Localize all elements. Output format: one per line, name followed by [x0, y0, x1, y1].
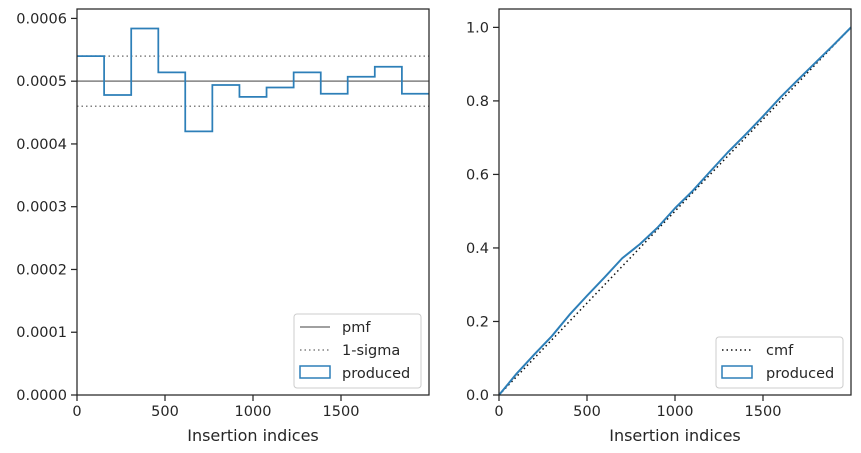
y-tick-label: 0.0002 [16, 262, 67, 278]
legend-sigma-label: 1-sigma [342, 343, 400, 359]
produced-step-line [77, 27, 429, 133]
right-legend-box [715, 336, 844, 389]
y-tick-label: 0.0003 [16, 200, 67, 216]
legend-produced-swatch [299, 365, 331, 379]
legend-pmf-label: pmf [342, 320, 371, 336]
produced-line [498, 26, 852, 396]
x-tick-label: 500 [151, 404, 179, 420]
y-tick-label: 0.2 [466, 314, 489, 330]
y-tick-label: 0.0006 [16, 11, 67, 27]
y-tick-label: 1.0 [466, 20, 489, 36]
x-tick-label: 1000 [235, 404, 272, 420]
x-tick-label: 0 [494, 404, 503, 420]
x-tick-label: 1500 [745, 404, 782, 420]
left-chart: 0 500 1000 1500 0.00000.00010.00020.00030.0… [16, 8, 430, 445]
legend-produced-label: produced [766, 366, 834, 382]
right-y-axis: 0.0 0.2 0.4 0.6 0.8 1.0 [466, 20, 499, 404]
y-tick-label: 0.0000 [16, 388, 67, 404]
left-legend-box [293, 313, 422, 389]
right-chart: 0 500 1000 1500 0.0 0.2 0.4 0.6 0.8 1.0 Insertio… [466, 8, 852, 445]
right-legend: cmf produced [715, 336, 844, 389]
y-tick-label: 0.0004 [16, 137, 67, 153]
left-x-axis-label: Insertion indices [187, 426, 319, 445]
left-legend: pmf 1-sigma produced [293, 313, 422, 389]
x-tick-label: 1000 [657, 404, 694, 420]
y-tick-label: 0.0001 [16, 325, 67, 341]
right-x-axis-label: Insertion indices [609, 426, 741, 445]
y-tick-label: 0.6 [466, 167, 489, 183]
legend-cmf-label: cmf [766, 343, 794, 359]
y-tick-label: 0.0 [466, 388, 489, 404]
left-x-axis: 0 500 1000 1500 [72, 395, 359, 420]
y-tick-label: 0.8 [466, 94, 489, 110]
right-x-axis: 0 500 1000 1500 [494, 395, 781, 420]
y-tick-label: 0.0005 [16, 74, 67, 90]
x-tick-label: 0 [72, 404, 81, 420]
left-plot-marks [77, 27, 429, 133]
cmf-line [498, 26, 852, 396]
legend-produced-swatch [721, 365, 753, 379]
legend-produced-label: produced [342, 366, 410, 382]
x-tick-label: 1500 [323, 404, 360, 420]
right-plot-marks [498, 26, 852, 396]
x-tick-label: 500 [573, 404, 601, 420]
left-y-axis: 0.0000 0.0001 0.0002 0.0003 0.0004 0.0005 0.00… [16, 11, 77, 404]
y-tick-label: 0.4 [466, 241, 489, 257]
